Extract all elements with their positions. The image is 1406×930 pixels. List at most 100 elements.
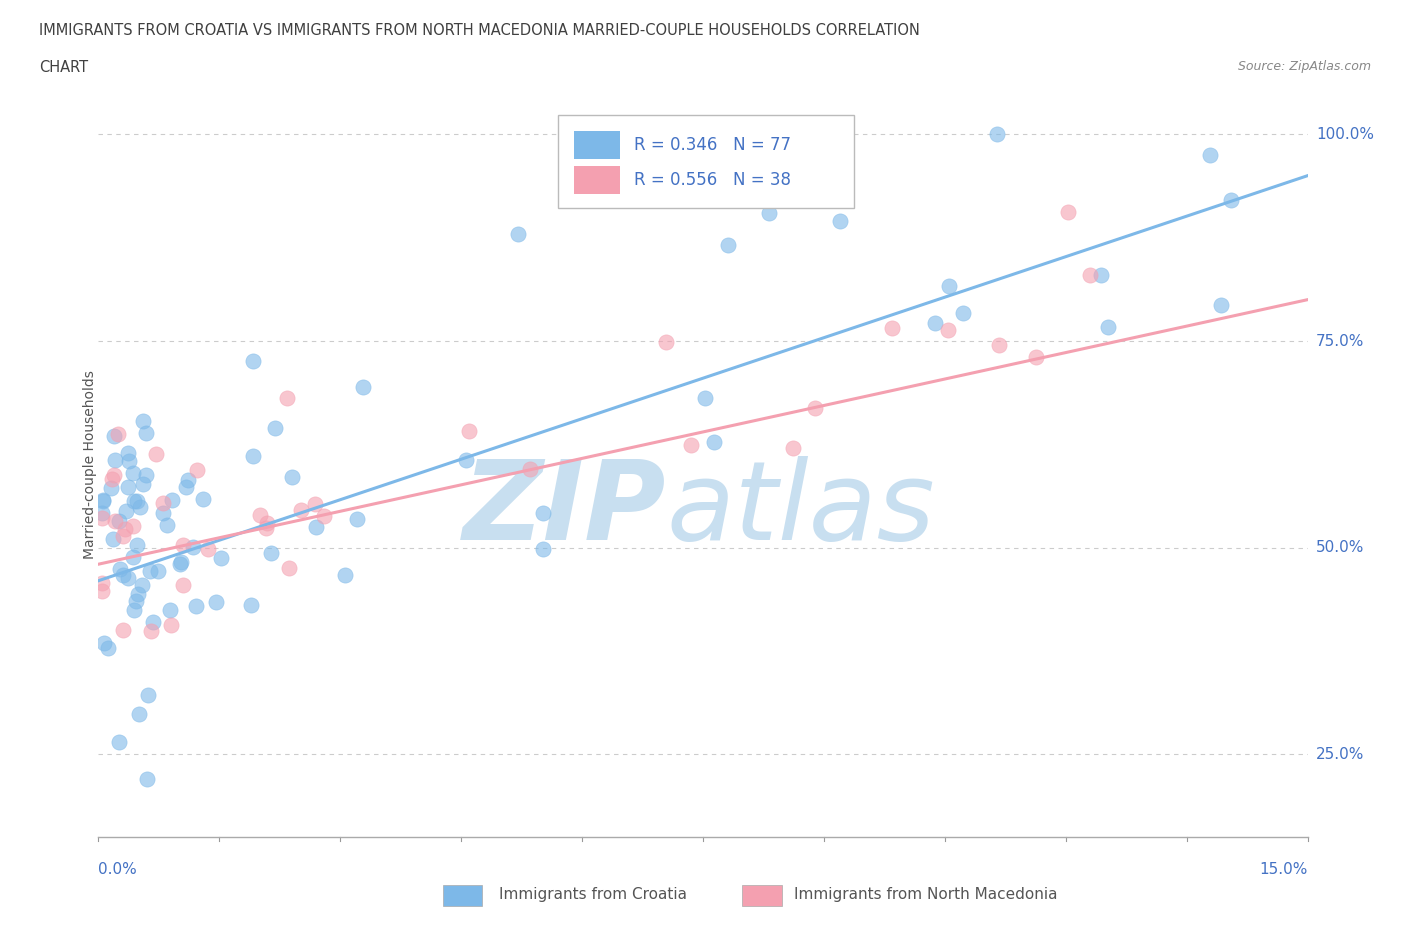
Point (117, 480, 139, 495)
Point (1025, 350, 1047, 365)
Point (186, 463, 208, 478)
Point (127, 493, 149, 508)
Point (145, 446, 167, 461)
Point (118, 454, 141, 469)
Point (249, 507, 271, 522)
Point (717, 238, 740, 253)
Point (988, 338, 1011, 352)
Point (141, 623, 163, 638)
Point (346, 512, 368, 526)
Point (108, 513, 131, 528)
Point (117, 445, 139, 460)
Text: atlas: atlas (666, 456, 935, 564)
Point (1209, 297, 1232, 312)
Point (804, 401, 827, 416)
Point (830, 213, 852, 228)
Point (122, 603, 145, 618)
Point (127, 538, 149, 552)
Point (128, 707, 150, 722)
Point (172, 578, 194, 593)
Point (170, 554, 193, 569)
Point (122, 466, 145, 481)
Point (264, 420, 287, 435)
Point (103, 468, 125, 483)
Point (333, 568, 356, 583)
Text: R = 0.556   N = 38: R = 0.556 N = 38 (634, 171, 792, 189)
Point (156, 518, 179, 533)
FancyBboxPatch shape (558, 115, 855, 208)
Point (276, 391, 298, 405)
Point (122, 494, 145, 509)
Point (277, 560, 299, 575)
Point (91, 505, 114, 520)
Point (101, 472, 124, 486)
Point (97, 641, 120, 656)
Point (124, 593, 146, 608)
Point (938, 278, 960, 293)
Point (531, 506, 554, 521)
Point (655, 334, 678, 349)
Point (131, 578, 153, 592)
Point (121, 519, 143, 534)
Point (304, 496, 326, 511)
Point (924, 316, 946, 331)
Point (160, 493, 183, 508)
Point (159, 602, 181, 617)
Point (240, 598, 263, 613)
Point (193, 491, 215, 506)
Point (135, 772, 157, 787)
Text: 50.0%: 50.0% (1316, 540, 1364, 555)
Point (91, 511, 114, 525)
Text: Immigrants from North Macedonia: Immigrants from North Macedonia (794, 887, 1057, 902)
Point (260, 546, 283, 561)
Point (103, 531, 125, 546)
Text: Immigrants from Croatia: Immigrants from Croatia (499, 887, 688, 902)
Point (242, 449, 264, 464)
Bar (574, 131, 620, 159)
Point (1097, 320, 1119, 335)
Point (91, 494, 114, 509)
Text: 100.0%: 100.0% (1316, 126, 1374, 142)
Point (169, 556, 191, 571)
Point (110, 562, 132, 577)
Point (107, 735, 129, 750)
Point (352, 380, 374, 395)
Point (679, 437, 702, 452)
Text: R = 0.346   N = 77: R = 0.346 N = 77 (634, 136, 792, 154)
Text: Source: ZipAtlas.com: Source: ZipAtlas.com (1237, 60, 1371, 73)
Point (454, 452, 477, 467)
Point (100, 480, 122, 495)
Point (129, 500, 152, 515)
Point (506, 226, 529, 241)
Point (127, 587, 149, 602)
Point (111, 568, 134, 583)
Point (112, 529, 135, 544)
Point (135, 426, 157, 441)
Point (305, 520, 328, 535)
Point (104, 453, 127, 468)
Text: 15.0%: 15.0% (1260, 862, 1308, 877)
Point (132, 414, 155, 429)
Point (758, 206, 780, 220)
Point (177, 472, 200, 487)
Point (121, 550, 143, 565)
Point (1219, 193, 1241, 208)
Y-axis label: Married-couple Households: Married-couple Households (83, 370, 97, 560)
Point (114, 522, 136, 537)
Point (519, 461, 541, 476)
Point (290, 503, 312, 518)
Point (115, 504, 138, 519)
Point (693, 391, 716, 405)
Point (142, 615, 165, 630)
Text: IMMIGRANTS FROM CROATIA VS IMMIGRANTS FROM NORTH MACEDONIA MARRIED-COUPLE HOUSEH: IMMIGRANTS FROM CROATIA VS IMMIGRANTS FR… (39, 23, 921, 38)
Point (91, 492, 114, 507)
Point (936, 323, 959, 338)
Point (107, 426, 129, 441)
Point (312, 509, 335, 524)
Point (281, 470, 304, 485)
Text: ZIP: ZIP (463, 456, 666, 564)
Point (111, 622, 134, 637)
Point (91, 583, 114, 598)
Point (91, 576, 114, 591)
Point (256, 515, 278, 530)
